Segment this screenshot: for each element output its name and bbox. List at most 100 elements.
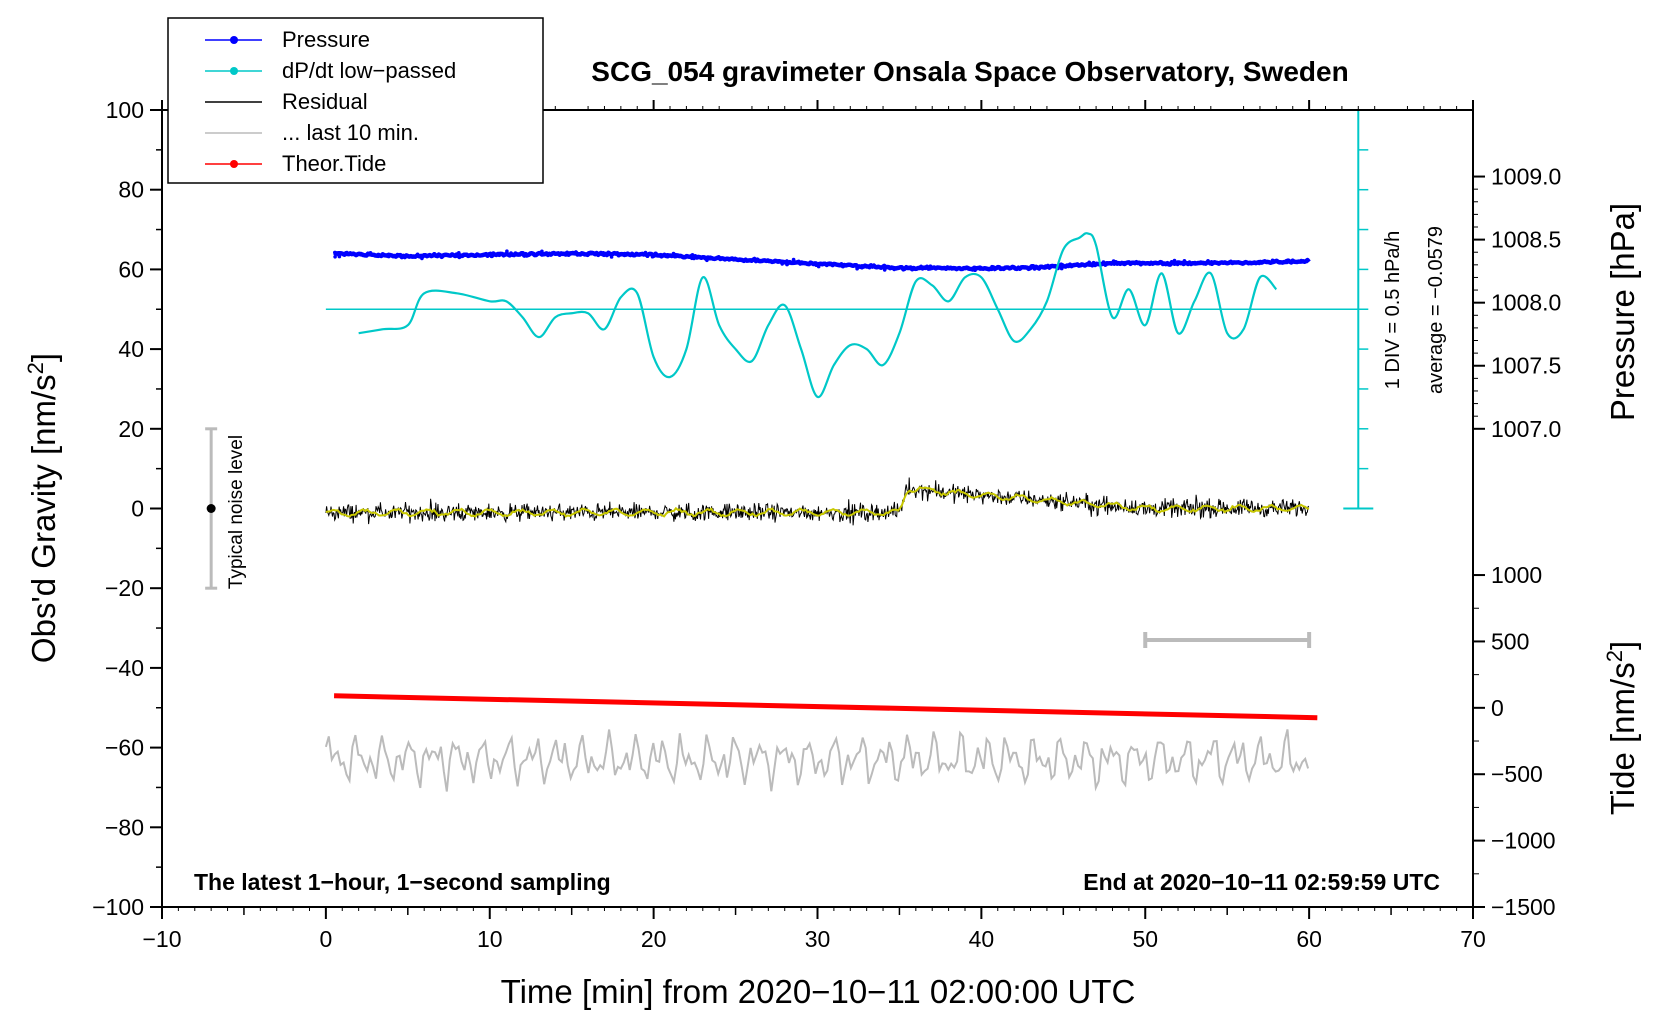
pressure-point	[816, 264, 821, 269]
pressure-point	[650, 254, 655, 259]
pressure-point	[928, 264, 933, 269]
y-tick-label: −100	[92, 894, 144, 920]
plot-frame	[161, 109, 1474, 908]
pressure-point	[994, 265, 999, 270]
pressure-point	[336, 252, 341, 257]
pressure-point	[359, 251, 363, 256]
legend-label: dP/dt low−passed	[282, 58, 456, 83]
pressure-point	[706, 255, 710, 259]
x-tick-label: 60	[1296, 926, 1322, 952]
y-tick-label: 100	[106, 97, 144, 123]
pressure-point	[673, 254, 677, 258]
pressure-point	[643, 250, 648, 255]
pressure-point	[982, 266, 987, 271]
pressure-point	[828, 262, 832, 267]
x-tick-label: 40	[969, 926, 995, 952]
pressure-point	[705, 258, 709, 263]
theor-tide-trace	[334, 693, 1318, 721]
pressure-point	[1162, 261, 1167, 266]
pressure-point	[645, 254, 650, 258]
pressure-point	[386, 254, 391, 259]
pressure-point	[874, 265, 878, 270]
pressure-point	[345, 250, 349, 255]
pressure-point	[665, 254, 670, 259]
pressure-point	[497, 253, 502, 258]
pressure-point	[978, 267, 982, 271]
y-tick-label: 60	[118, 256, 144, 282]
pressure-tick-label: 1008.5	[1491, 227, 1561, 253]
series-layer	[324, 232, 1359, 792]
pressure-tick-label: 1007.0	[1491, 416, 1561, 442]
pressure-point	[1199, 260, 1203, 264]
legend: Pressure dP/dt low−passed Residual ... last…	[167, 17, 544, 184]
tide-tick-label: 0	[1491, 695, 1504, 721]
x-tick-label: −10	[142, 926, 181, 952]
pressure-tick-label: 1008.0	[1491, 290, 1561, 316]
pressure-point	[333, 250, 337, 255]
y-tick-label: 40	[118, 336, 144, 362]
x-tick-label: 70	[1460, 926, 1486, 952]
tide-tick-label: 500	[1491, 628, 1529, 654]
pressure-point	[376, 254, 381, 259]
pressure-point	[1172, 258, 1177, 263]
pressure-point	[540, 249, 544, 254]
pressure-trace	[333, 250, 1311, 272]
pressure-point	[333, 254, 337, 259]
pressure-point	[1193, 260, 1197, 265]
pressure-point	[918, 265, 923, 270]
pressure-point	[1257, 261, 1262, 266]
tide-title-tail: ]	[1604, 641, 1641, 650]
pressure-point	[1182, 259, 1187, 263]
pressure-point	[950, 266, 955, 271]
pressure-point	[855, 266, 859, 271]
tide-tick-label: −1000	[1491, 828, 1556, 854]
pressure-tick-label: 1007.5	[1491, 353, 1561, 379]
decoration-layer	[205, 109, 1374, 649]
pressure-point	[439, 254, 444, 258]
legend-box	[167, 17, 544, 184]
dpdt-trace	[358, 232, 1278, 399]
pressure-point	[1179, 260, 1183, 265]
y-tick-label: −60	[105, 735, 144, 761]
y-axis-title-pressure: Pressure [hPa]	[1604, 203, 1641, 421]
tide-title-main: Tide [nm/s	[1604, 662, 1641, 815]
y-tick-label: 20	[118, 416, 144, 442]
pressure-point	[342, 253, 346, 257]
x-tick-label: 20	[641, 926, 667, 952]
legend-marker	[230, 36, 238, 44]
pressure-point	[457, 251, 461, 255]
x-tick-label: 30	[805, 926, 831, 952]
axes-layer: −10 0 10 20 30 40 50 60 70−100−80−60−40−20020406…	[92, 97, 1561, 952]
y-axis-title-sup: 2	[23, 362, 48, 374]
pressure-point	[654, 253, 658, 257]
pressure-point	[913, 267, 918, 272]
pressure-point	[1270, 258, 1275, 263]
tide-tick-label: 1000	[1491, 562, 1542, 588]
pressure-point	[1241, 260, 1246, 265]
x-tick-label: 10	[477, 926, 503, 952]
pressure-point	[1232, 260, 1237, 265]
tide-tick-label: −500	[1491, 761, 1543, 787]
pressure-point	[505, 249, 509, 253]
residual-smoothed-trace	[325, 486, 1310, 518]
pressure-point	[372, 253, 376, 257]
pressure-point	[1169, 261, 1173, 265]
pressure-point	[716, 254, 721, 259]
pressure-point	[556, 251, 561, 255]
pressure-point	[973, 268, 977, 273]
pressure-point	[516, 252, 520, 256]
pressure-point	[1246, 261, 1250, 266]
pressure-point	[1158, 259, 1163, 264]
x-tick-label: 0	[319, 926, 332, 952]
pressure-point	[878, 265, 882, 270]
pressure-point	[1285, 260, 1289, 265]
y-axis-title-gravity: Obs'd Gravity [nm/s2]	[23, 353, 62, 663]
pressure-point	[1104, 262, 1109, 266]
div-scale-label: 1 DIV = 0.5 hPa/h	[1382, 231, 1404, 389]
pressure-point	[509, 251, 513, 255]
sampling-note: The latest 1−hour, 1−second sampling	[194, 869, 611, 895]
pressure-point	[785, 261, 790, 266]
pressure-point	[368, 251, 373, 255]
pressure-point	[1087, 260, 1091, 265]
pressure-point	[905, 266, 909, 270]
